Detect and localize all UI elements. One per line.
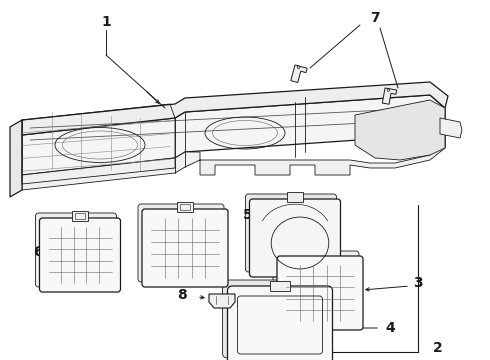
Polygon shape bbox=[382, 88, 397, 104]
Bar bbox=[75, 213, 85, 219]
Bar bbox=[180, 204, 190, 210]
Bar bbox=[287, 192, 303, 202]
Text: 6: 6 bbox=[33, 245, 43, 259]
Polygon shape bbox=[355, 100, 445, 160]
FancyBboxPatch shape bbox=[227, 286, 333, 360]
FancyBboxPatch shape bbox=[222, 280, 327, 358]
Polygon shape bbox=[440, 118, 462, 138]
Polygon shape bbox=[22, 108, 445, 190]
Text: 4: 4 bbox=[385, 321, 395, 335]
Bar bbox=[72, 211, 88, 221]
FancyBboxPatch shape bbox=[40, 218, 121, 292]
Polygon shape bbox=[10, 120, 22, 197]
Bar bbox=[177, 202, 193, 212]
Text: 7: 7 bbox=[370, 11, 380, 25]
FancyBboxPatch shape bbox=[245, 194, 337, 272]
FancyBboxPatch shape bbox=[35, 213, 117, 287]
Text: 3: 3 bbox=[413, 276, 423, 290]
Polygon shape bbox=[22, 95, 445, 175]
Text: 2: 2 bbox=[433, 341, 443, 355]
Bar bbox=[270, 281, 290, 291]
FancyBboxPatch shape bbox=[249, 199, 341, 277]
FancyBboxPatch shape bbox=[277, 256, 363, 330]
Polygon shape bbox=[209, 294, 235, 308]
Text: 1: 1 bbox=[101, 15, 111, 29]
Polygon shape bbox=[22, 82, 448, 135]
FancyBboxPatch shape bbox=[138, 204, 224, 282]
Text: 5: 5 bbox=[243, 208, 253, 222]
Polygon shape bbox=[291, 65, 307, 82]
Text: 8: 8 bbox=[177, 288, 187, 302]
FancyBboxPatch shape bbox=[142, 209, 228, 287]
FancyBboxPatch shape bbox=[273, 251, 359, 325]
